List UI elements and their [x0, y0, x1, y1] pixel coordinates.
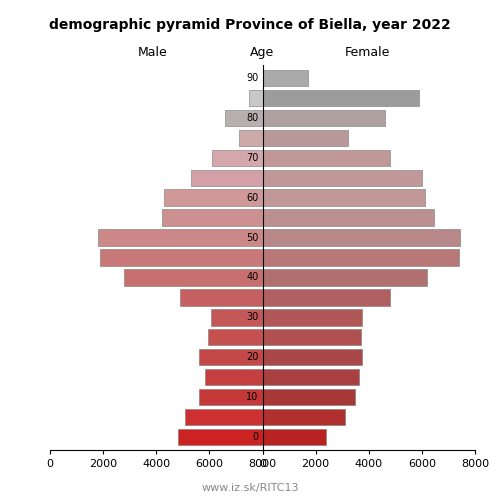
Bar [262, 429, 326, 445]
Bar [262, 409, 345, 426]
Bar [262, 170, 422, 186]
Text: 40: 40 [246, 272, 258, 282]
Bar [262, 230, 460, 246]
Text: 20: 20 [246, 352, 258, 362]
Bar [262, 190, 424, 206]
Bar [262, 70, 308, 86]
Bar [262, 329, 361, 345]
Bar [262, 369, 360, 386]
Bar [210, 309, 262, 326]
Bar [262, 250, 459, 266]
Text: 90: 90 [246, 73, 258, 83]
Bar [100, 250, 262, 266]
Bar [180, 289, 262, 306]
Bar [262, 150, 390, 166]
Bar [238, 130, 262, 146]
Bar [226, 110, 262, 126]
Bar [199, 389, 262, 406]
Bar [191, 170, 262, 186]
Bar [262, 289, 390, 306]
Text: 50: 50 [246, 232, 258, 242]
Bar [262, 110, 384, 126]
Bar [98, 230, 262, 246]
Text: Female: Female [345, 46, 390, 59]
Bar [212, 150, 262, 166]
Bar [162, 210, 262, 226]
Bar [262, 210, 434, 226]
Text: 10: 10 [246, 392, 258, 402]
Bar [178, 429, 262, 445]
Bar [262, 130, 348, 146]
Text: 80: 80 [246, 113, 258, 123]
Bar [262, 389, 356, 406]
Text: www.iz.sk/RITC13: www.iz.sk/RITC13 [201, 482, 299, 492]
Bar [262, 270, 427, 285]
Bar [208, 329, 262, 345]
Text: 70: 70 [246, 153, 258, 163]
Bar [206, 369, 262, 386]
Bar [249, 90, 262, 106]
Bar [262, 349, 362, 366]
Text: demographic pyramid Province of Biella, year 2022: demographic pyramid Province of Biella, … [49, 18, 451, 32]
Bar [199, 349, 262, 366]
Bar [164, 190, 262, 206]
Text: Age: Age [250, 46, 274, 59]
Text: 30: 30 [246, 312, 258, 322]
Bar [186, 409, 262, 426]
Text: 60: 60 [246, 192, 258, 202]
Bar [262, 90, 419, 106]
Bar [262, 309, 362, 326]
Bar [124, 270, 262, 285]
Text: 0: 0 [252, 432, 258, 442]
Text: Male: Male [138, 46, 168, 59]
